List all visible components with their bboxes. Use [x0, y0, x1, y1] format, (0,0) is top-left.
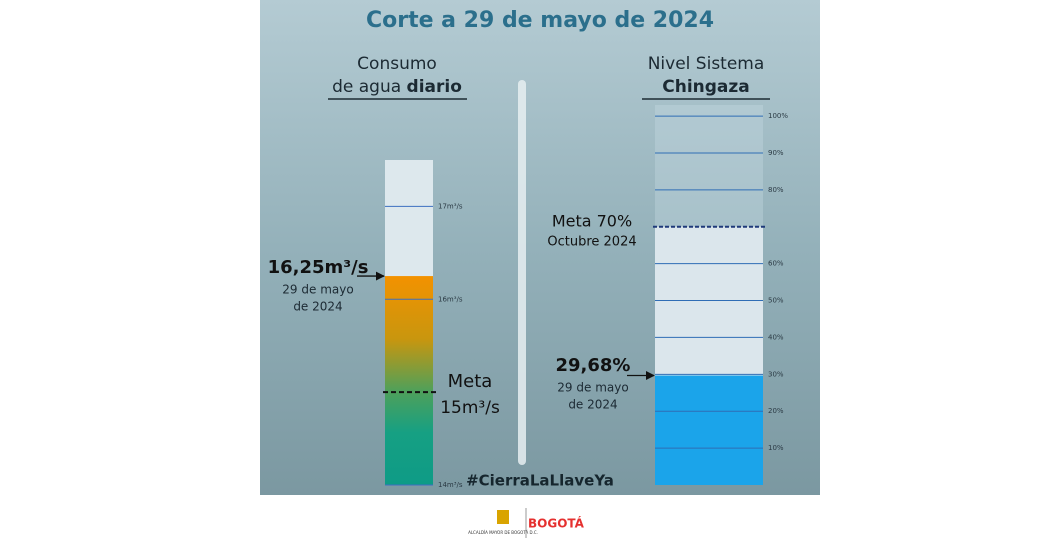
chart-title-bold: diario — [407, 77, 462, 97]
target-label: Meta — [448, 371, 493, 392]
y-tick-label: 100% — [768, 112, 788, 120]
target-note: 15m³/s — [440, 398, 500, 418]
y-tick-label: 16m³/s — [438, 295, 463, 303]
target-label: Meta 70% — [552, 212, 632, 231]
hashtag: #CierraLaLlaveYa — [466, 472, 614, 490]
annotation: 29 de mayo — [557, 381, 628, 395]
y-tick-label: 20% — [768, 407, 784, 415]
chart-title: Nivel Sistema — [648, 54, 765, 74]
value-label: 29,68% — [556, 355, 631, 376]
y-tick-label: 30% — [768, 370, 784, 378]
y-tick-label: 90% — [768, 149, 784, 157]
value-label: 16,25m³/s — [268, 257, 369, 278]
annotation: 29 de mayo — [282, 283, 353, 297]
target-note: Octubre 2024 — [547, 235, 636, 250]
y-tick-label: 50% — [768, 297, 784, 305]
bar — [385, 276, 433, 485]
y-tick-label: 60% — [768, 260, 784, 268]
bar — [655, 375, 763, 485]
annotation: de 2024 — [568, 398, 617, 412]
y-tick-label: 17m³/s — [438, 202, 463, 210]
footer-org: ALCALDÍA MAYOR DE BOGOTÁ D.C. — [468, 530, 538, 535]
divider — [518, 80, 526, 465]
title: Corte a 29 de mayo de 2024 — [366, 8, 714, 33]
annotation: de 2024 — [293, 300, 342, 314]
footer-brand: BOGOTÁ — [528, 516, 585, 531]
logo-shield — [497, 510, 509, 524]
y-tick-label: 10% — [768, 444, 784, 452]
chart-title: Consumo — [357, 54, 437, 74]
chart-title: de agua — [332, 77, 401, 97]
chart-title: de agua diario — [332, 77, 462, 97]
y-tick-label: 80% — [768, 186, 784, 194]
y-tick-label: 40% — [768, 333, 784, 341]
chart-title-bold: Chingaza — [662, 77, 750, 97]
y-tick-label: 14m³/s — [438, 481, 463, 489]
